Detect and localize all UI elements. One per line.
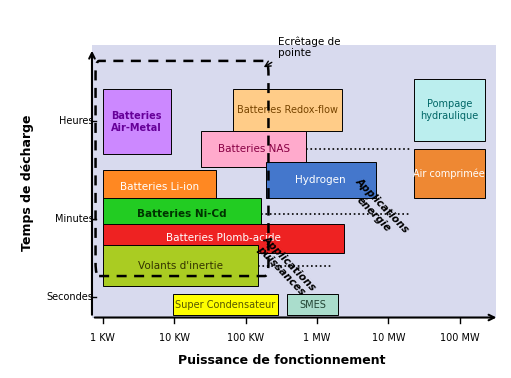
Text: Applications
énergie: Applications énergie xyxy=(345,177,411,243)
Text: Batteries Li-ion: Batteries Li-ion xyxy=(120,181,199,192)
Bar xyxy=(413,79,485,141)
Text: Temps de décharge: Temps de décharge xyxy=(21,115,34,251)
Text: Batteries Plomb-acide: Batteries Plomb-acide xyxy=(166,234,281,243)
Text: Puissance de fonctionnement: Puissance de fonctionnement xyxy=(177,354,385,367)
Text: SMES: SMES xyxy=(299,299,326,310)
Text: Secondes: Secondes xyxy=(47,292,94,302)
Text: Volants d'inertie: Volants d'inertie xyxy=(138,261,223,271)
Bar xyxy=(103,198,261,229)
Bar xyxy=(103,224,344,253)
Bar xyxy=(103,170,216,203)
Text: 100 KW: 100 KW xyxy=(227,333,264,343)
Text: Heures: Heures xyxy=(59,116,94,125)
Text: 1 KW: 1 KW xyxy=(90,333,115,343)
Text: Ecrêtage de
pointe: Ecrêtage de pointe xyxy=(278,36,340,58)
Text: Pompage
hydraulique: Pompage hydraulique xyxy=(420,99,478,121)
Bar xyxy=(233,90,342,131)
Text: Super Condensateur: Super Condensateur xyxy=(175,299,275,310)
Bar xyxy=(103,245,259,287)
Bar xyxy=(201,131,306,167)
Text: Batteries Redox-flow: Batteries Redox-flow xyxy=(237,105,338,115)
Text: Batteries Ni-Cd: Batteries Ni-Cd xyxy=(137,209,227,219)
Text: Minutes: Minutes xyxy=(55,214,94,224)
Text: 1 MW: 1 MW xyxy=(304,333,331,343)
Text: 10 KW: 10 KW xyxy=(158,333,190,343)
Text: Batteries NAS: Batteries NAS xyxy=(218,144,290,154)
Bar xyxy=(266,162,376,198)
Bar xyxy=(287,294,338,315)
Text: Air comprimée: Air comprimée xyxy=(413,169,485,179)
Text: Applications
puissances: Applications puissances xyxy=(252,234,318,301)
Text: 10 MW: 10 MW xyxy=(371,333,405,343)
Bar xyxy=(103,90,171,154)
Bar xyxy=(173,294,278,315)
Bar xyxy=(413,149,485,198)
Text: 100 MW: 100 MW xyxy=(440,333,480,343)
Text: Hydrogen: Hydrogen xyxy=(295,175,346,185)
Text: Batteries
Air-Metal: Batteries Air-Metal xyxy=(111,111,162,133)
